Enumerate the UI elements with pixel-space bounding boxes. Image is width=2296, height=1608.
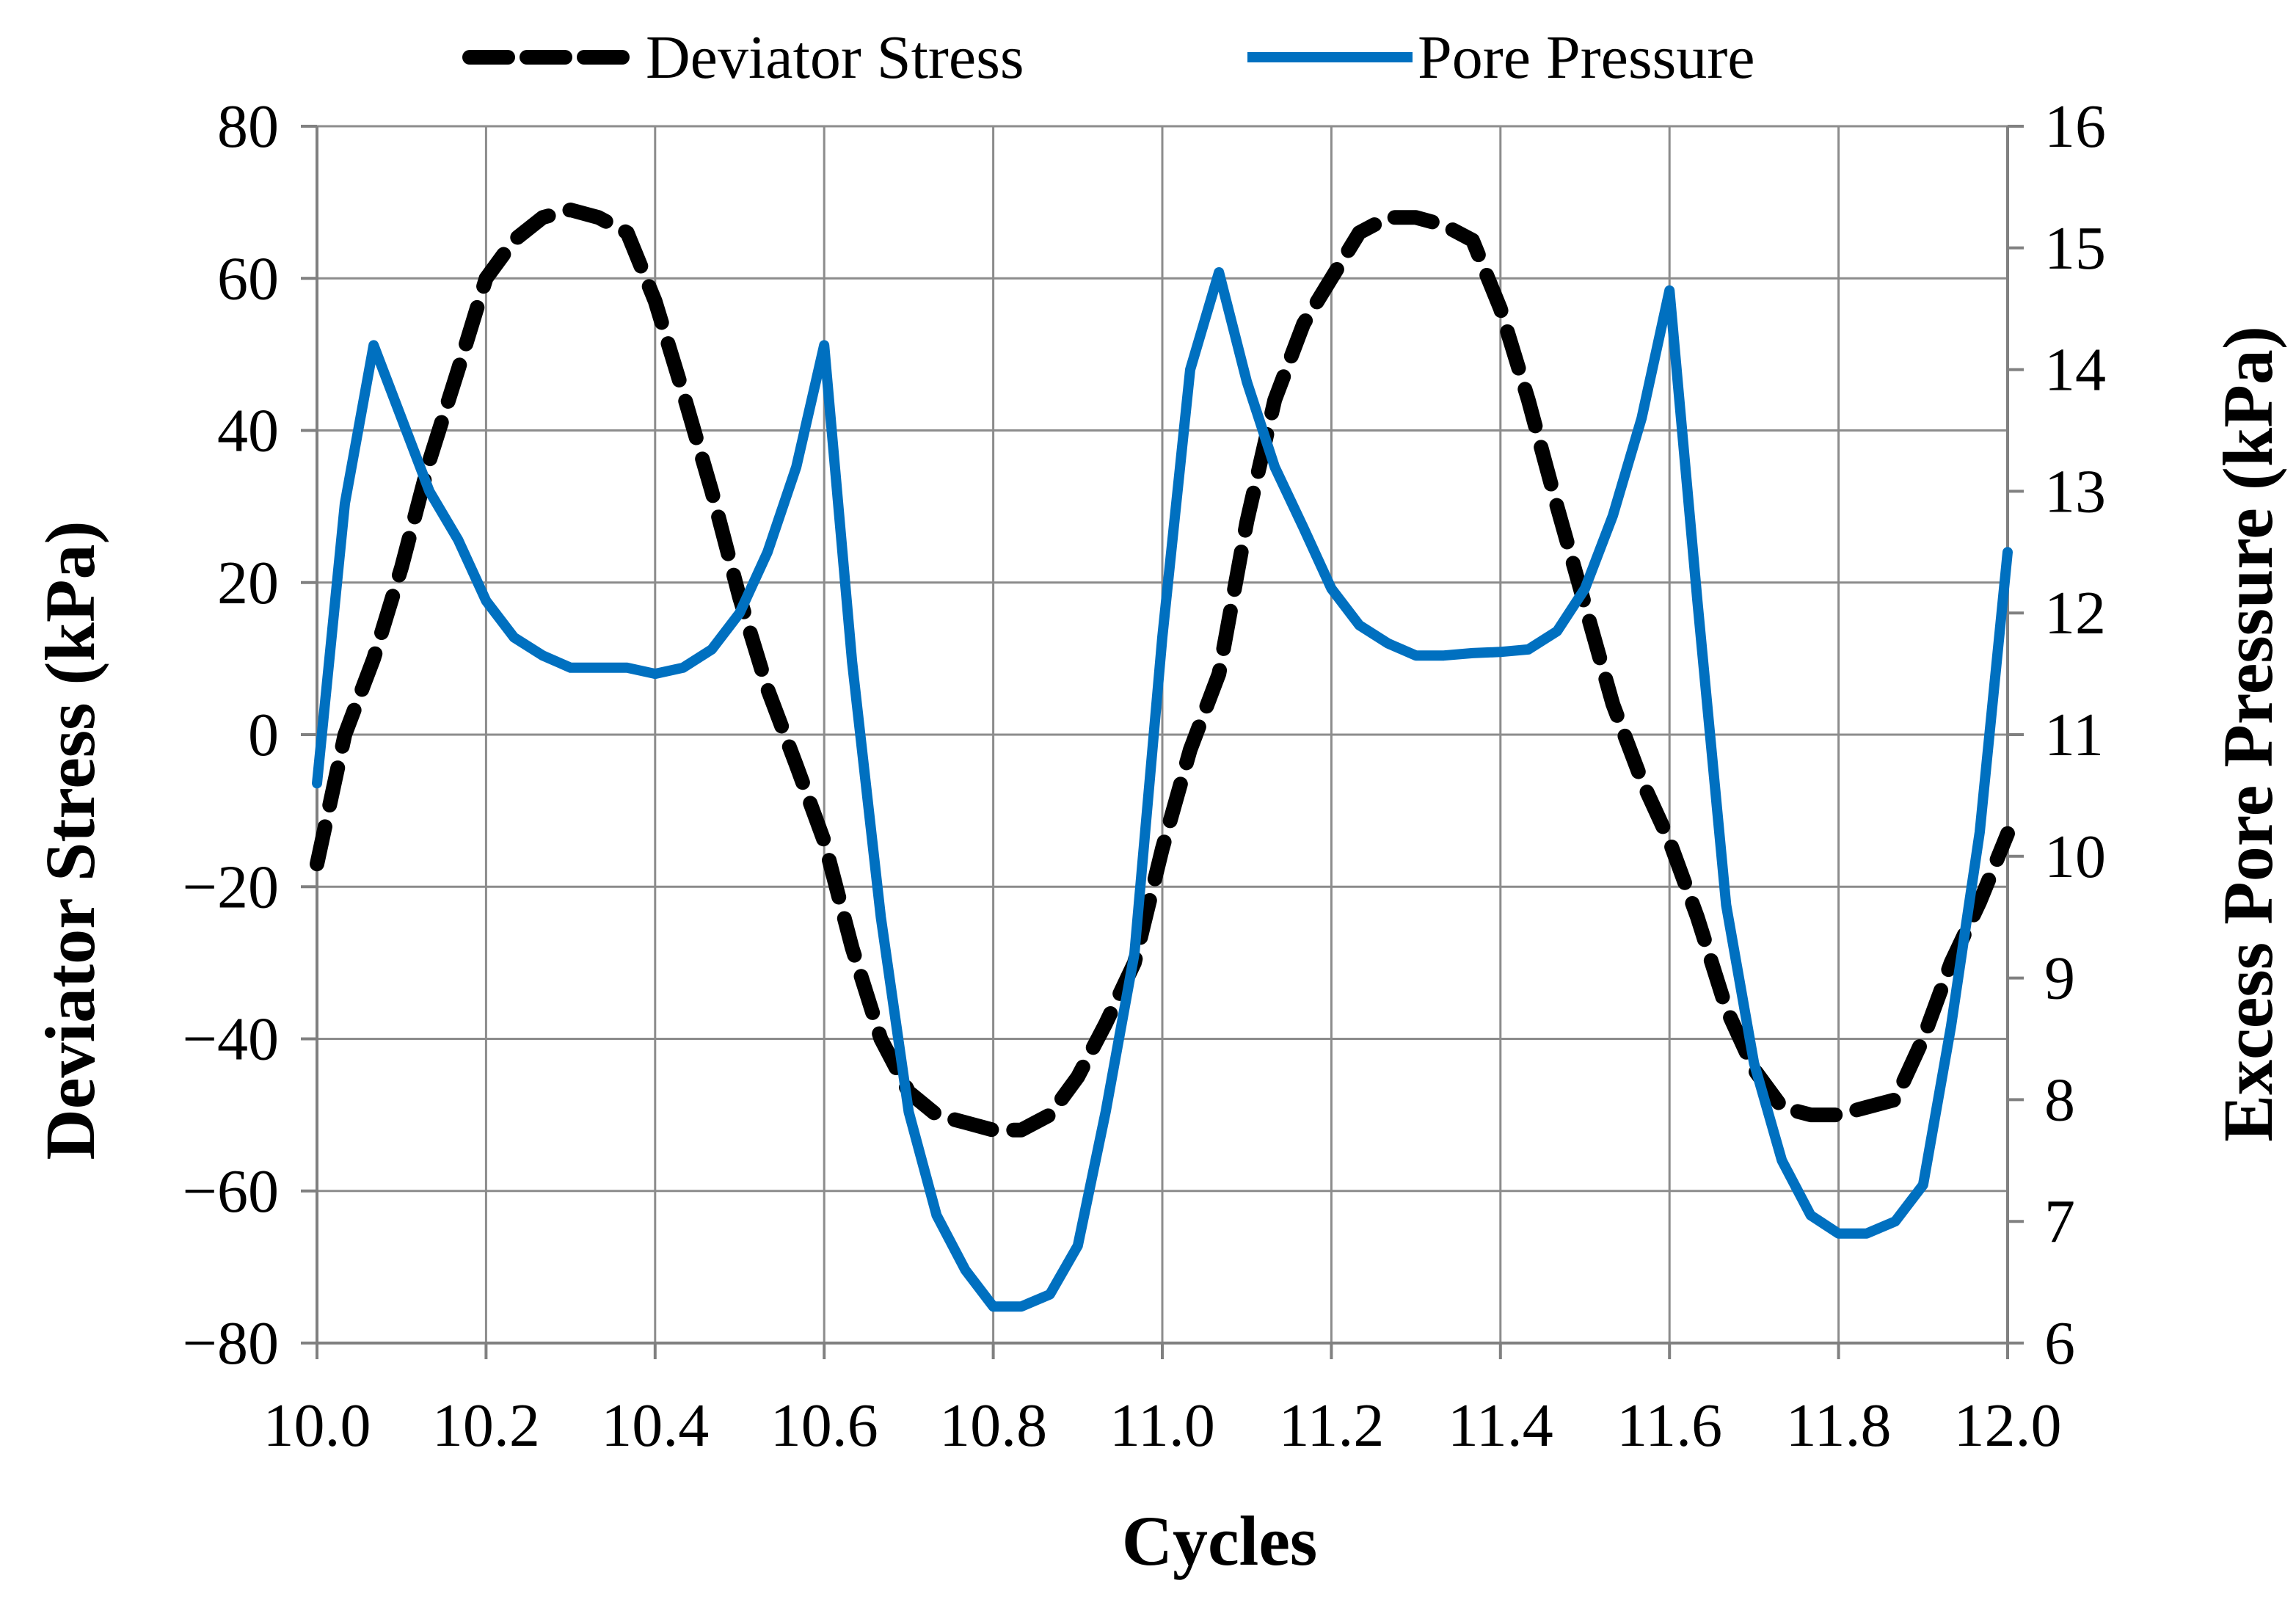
y-tick-label: 20 <box>217 549 279 617</box>
legend: Deviator Stress Pore Pressure <box>462 23 1755 92</box>
x-tick-label: 10.0 <box>263 1391 371 1460</box>
y2-tick-label: 14 <box>2044 336 2106 404</box>
y2-tick-label: 13 <box>2044 457 2106 525</box>
x-tick-label: 11.6 <box>1617 1391 1722 1460</box>
y-axis-title: Deviator Stress (kPa) <box>31 521 109 1160</box>
x-axis-title: Cycles <box>1122 1502 1318 1580</box>
series-line-pore-pressure <box>312 267 2013 1312</box>
y-tick-label: −60 <box>183 1157 279 1226</box>
legend-label-deviator-stress: Deviator Stress <box>646 23 1024 92</box>
x-tick-label: 11.2 <box>1278 1391 1384 1460</box>
x-tick-label: 11.4 <box>1448 1391 1553 1460</box>
y-tick-label: 80 <box>217 92 279 161</box>
x-tick-label: 10.4 <box>601 1391 709 1460</box>
x-tick-label: 10.2 <box>432 1391 540 1460</box>
y2-tick-label: 8 <box>2044 1066 2075 1134</box>
y-tick-label: 0 <box>248 701 279 769</box>
legend-label-pore-pressure: Pore Pressure <box>1418 23 1755 92</box>
x-tick-label: 11.0 <box>1109 1391 1215 1460</box>
y-tick-label: −40 <box>183 1005 279 1074</box>
x-tick-label: 10.6 <box>770 1391 878 1460</box>
y2-tick-label: 11 <box>2044 701 2104 769</box>
y2-tick-label: 12 <box>2044 579 2106 647</box>
x-tick-label: 10.8 <box>939 1391 1047 1460</box>
y-tick-label: −80 <box>183 1309 279 1378</box>
y2-tick-label: 16 <box>2044 92 2106 161</box>
series-layer <box>310 203 2015 1312</box>
x-tick-label: 11.8 <box>1786 1391 1892 1460</box>
y2-tick-label: 6 <box>2044 1309 2075 1378</box>
x-tick-label: 12.0 <box>1954 1391 2062 1460</box>
tick-labels: −80 −60 −40 −20 0 20 40 60 80 6 7 8 9 10 11 12 13 14 15 16 1… <box>183 92 2106 1460</box>
y-tick-label: −20 <box>183 853 279 921</box>
y-tick-label: 60 <box>217 244 279 313</box>
grid <box>301 125 2024 1359</box>
y2-tick-label: 10 <box>2044 823 2106 891</box>
y-tick-label: 40 <box>217 397 279 465</box>
series-line-deviator-stress <box>310 203 2015 1138</box>
y2-tick-label: 7 <box>2044 1187 2075 1256</box>
y2-tick-label: 15 <box>2044 214 2106 283</box>
y2-axis-title: Excess Pore Pressure (kPa) <box>2209 326 2287 1142</box>
y2-tick-label: 9 <box>2044 945 2075 1013</box>
